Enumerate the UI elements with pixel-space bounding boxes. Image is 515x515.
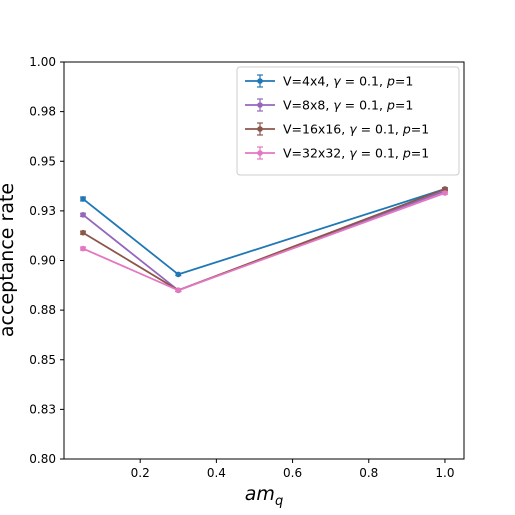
x-tick-label: 0.8 bbox=[359, 466, 378, 480]
y-tick-label: 0.88 bbox=[29, 303, 56, 317]
data-point bbox=[80, 212, 86, 218]
legend-frame bbox=[236, 66, 460, 176]
legend-label-part: γ bbox=[333, 98, 341, 113]
y-tick-label: 0.90 bbox=[29, 254, 56, 268]
legend-label: V=4x4, γ = 0.1, p=1 bbox=[283, 74, 413, 89]
legend-label-part: =1 bbox=[395, 74, 413, 89]
x-axis-label: amq bbox=[245, 483, 283, 509]
legend-marker bbox=[257, 102, 263, 108]
legend-label-part: =1 bbox=[411, 146, 429, 161]
data-point bbox=[80, 229, 86, 236]
legend-label: V=16x16, γ = 0.1, p=1 bbox=[283, 122, 429, 137]
legend-label-part: p bbox=[386, 74, 395, 89]
y-tick-label: 1.00 bbox=[29, 55, 56, 69]
x-axis-label-main: am bbox=[245, 483, 275, 505]
data-point bbox=[175, 271, 182, 278]
data-point bbox=[80, 196, 86, 202]
legend-label-part: = 0.1, bbox=[341, 74, 387, 89]
legend-label-part: γ bbox=[349, 146, 357, 161]
data-point bbox=[442, 186, 448, 192]
legend-label-part: γ bbox=[333, 74, 341, 89]
legend-label-part: = 0.1, bbox=[357, 146, 403, 161]
legend-item: V=4x4, γ = 0.1, p=1 bbox=[245, 74, 413, 89]
legend-marker bbox=[257, 150, 263, 156]
y-axis: 0.80 0.83 0.85 0.88 0.90 0.93 0.95 0.98 1.00 bbox=[29, 55, 64, 466]
x-tick-label: 0.2 bbox=[131, 466, 150, 480]
legend-label-part: = 0.1, bbox=[341, 98, 387, 113]
legend-label: V=8x8, γ = 0.1, p=1 bbox=[283, 98, 413, 113]
x-tick-label: 1.0 bbox=[435, 466, 454, 480]
legend-label-part: V=4x4, bbox=[283, 74, 333, 89]
legend-label-part: =1 bbox=[411, 122, 429, 137]
data-point bbox=[175, 287, 182, 294]
legend-label-part: V=16x16, bbox=[283, 122, 349, 137]
legend-label-part: V=8x8, bbox=[283, 98, 333, 113]
data-point bbox=[80, 245, 86, 252]
series-line bbox=[82, 188, 446, 276]
legend-label-part: γ bbox=[349, 122, 357, 137]
legend-label-part: p bbox=[386, 98, 395, 113]
series-4 bbox=[80, 190, 448, 294]
legend-label-part: = 0.1, bbox=[357, 122, 403, 137]
y-tick-label: 0.85 bbox=[29, 353, 56, 367]
y-tick-label: 0.93 bbox=[29, 204, 56, 218]
legend-item: V=8x8, γ = 0.1, p=1 bbox=[245, 98, 413, 113]
y-axis-label: acceptance rate bbox=[0, 183, 18, 337]
legend: V=4x4, γ = 0.1, p=1V=8x8, γ = 0.1, p=1V=… bbox=[236, 66, 460, 176]
data-point bbox=[442, 190, 448, 196]
y-tick-label: 0.95 bbox=[29, 154, 56, 168]
plot-area bbox=[80, 186, 448, 294]
legend-label: V=32x32, γ = 0.1, p=1 bbox=[283, 146, 429, 161]
legend-label-part: V=32x32, bbox=[283, 146, 349, 161]
x-axis-label-subscript: q bbox=[275, 494, 283, 509]
x-axis: 0.2 0.4 0.6 0.8 1.0 bbox=[131, 459, 454, 480]
x-tick-label: 0.6 bbox=[283, 466, 302, 480]
legend-marker bbox=[257, 78, 263, 84]
legend-label-part: p bbox=[402, 146, 411, 161]
y-tick-label: 0.98 bbox=[29, 105, 56, 119]
legend-label-part: p bbox=[402, 122, 411, 137]
legend-marker bbox=[257, 126, 263, 132]
y-tick-label: 0.83 bbox=[29, 402, 56, 416]
series-line bbox=[82, 188, 446, 292]
x-tick-label: 0.4 bbox=[207, 466, 226, 480]
legend-label-part: =1 bbox=[395, 98, 413, 113]
legend-item: V=16x16, γ = 0.1, p=1 bbox=[245, 122, 429, 137]
y-tick-label: 0.80 bbox=[29, 452, 56, 466]
legend-item: V=32x32, γ = 0.1, p=1 bbox=[245, 146, 429, 161]
